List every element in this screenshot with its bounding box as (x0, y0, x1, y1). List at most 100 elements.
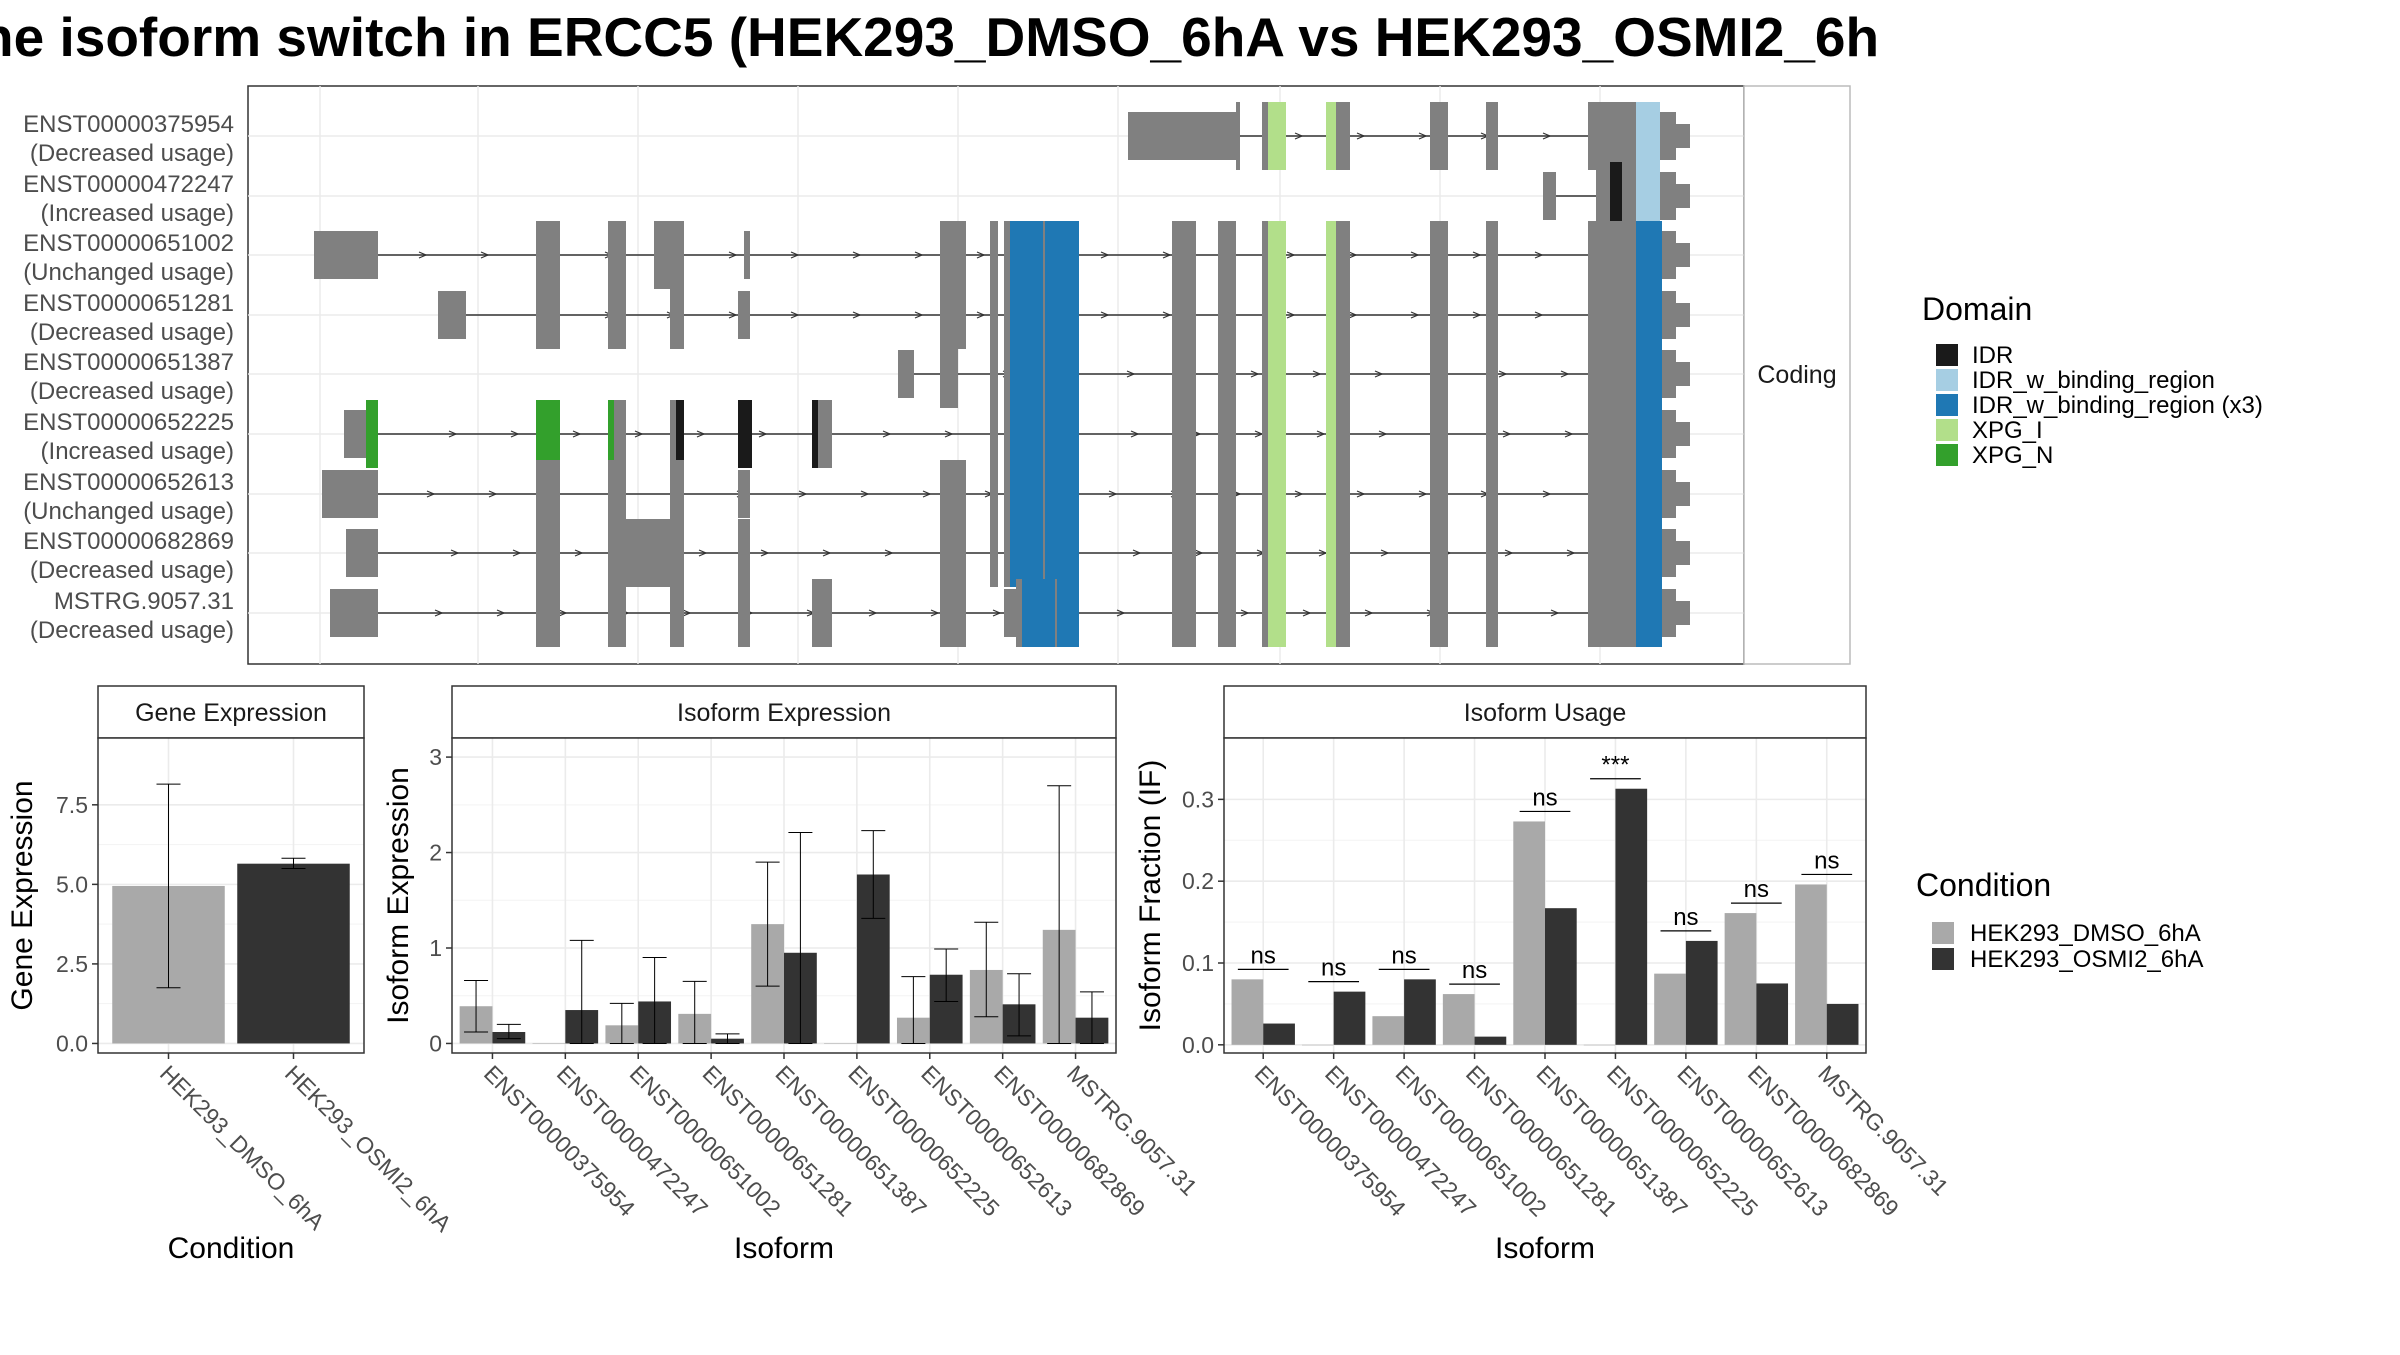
strand-arrow (852, 311, 862, 319)
bar (1583, 1044, 1616, 1046)
domain-legend-swatch (1936, 344, 1958, 366)
exon (990, 400, 998, 468)
utr-tail (1676, 601, 1690, 625)
strand-arrow (976, 311, 986, 319)
domain-legend-label: IDR_w_binding_region (1972, 367, 2215, 394)
utr-tail (1676, 482, 1690, 506)
exon (1172, 400, 1196, 468)
x-axis-title: Condition (168, 1232, 295, 1265)
utr-exon (1662, 470, 1676, 518)
strand-arrow (1100, 311, 1110, 319)
strand-arrow (1364, 609, 1374, 617)
exon (1336, 102, 1350, 170)
exon (646, 519, 684, 587)
strand-arrow (1108, 490, 1118, 498)
condition-legend-label: HEK293_DMSO_6hA (1970, 920, 2201, 947)
exon (608, 221, 626, 289)
y-tick-label: 3 (429, 744, 442, 770)
strand-arrow (1356, 490, 1366, 498)
exon (1336, 340, 1350, 408)
utr-exon (346, 529, 378, 577)
exon (1326, 340, 1336, 408)
exon (1262, 102, 1268, 170)
exon (1004, 400, 1079, 468)
bar (532, 1043, 566, 1044)
y-tick-label: 0.1 (1182, 950, 1214, 976)
transcript-labels: ENST00000375954(Decreased usage)ENST0000… (23, 111, 234, 644)
exon (608, 519, 646, 587)
strand-arrow (510, 430, 520, 438)
transcript-usage-label: (Increased usage) (41, 438, 234, 465)
chart-title: Gene Expression (135, 699, 327, 727)
strand-arrow (1410, 251, 1420, 259)
strand-arrow (496, 609, 506, 617)
exon (1268, 221, 1286, 289)
utr-exon (744, 231, 750, 279)
significance-label: ns (1321, 955, 1346, 982)
bar (1263, 1023, 1295, 1045)
bar (1685, 940, 1718, 1045)
exon (738, 579, 750, 647)
significance-label: ns (1391, 942, 1416, 969)
exon (1218, 460, 1236, 528)
strand-arrow (914, 311, 924, 319)
exon (812, 400, 818, 468)
exon-edge (1004, 340, 1010, 408)
coding-strip-label: Coding (1757, 361, 1836, 389)
exon (1588, 400, 1636, 468)
strand-arrow (572, 430, 582, 438)
bar (1826, 1003, 1859, 1045)
bar (1545, 908, 1577, 1045)
strand-arrow (1286, 251, 1296, 259)
exon (608, 400, 614, 468)
exon (1486, 400, 1498, 468)
strand-arrow (426, 490, 436, 498)
y-tick-label: 2 (429, 840, 442, 866)
strand-arrow (682, 609, 692, 617)
utr-tail (1676, 362, 1690, 386)
strand-arrow (1116, 609, 1126, 617)
exon (1596, 162, 1610, 230)
exon (670, 460, 684, 528)
strand-arrow (1378, 430, 1388, 438)
x-axis-title: Isoform (1495, 1232, 1595, 1265)
exon (1486, 579, 1498, 647)
strand-arrow (1472, 251, 1482, 259)
chart-title: Isoform Expression (677, 699, 891, 727)
exon (990, 281, 998, 349)
exon (1172, 519, 1196, 587)
significance-label: ns (1673, 904, 1698, 931)
transcript-structure-panel: ENST00000375954(Decreased usage)ENST0000… (23, 85, 1851, 665)
exon (940, 519, 966, 587)
strand-arrow (1418, 490, 1428, 498)
exon (1172, 221, 1196, 289)
strand-arrow (860, 490, 870, 498)
condition-legend: Condition HEK293_DMSO_6hAHEK293_OSMI2_6h… (1916, 867, 2203, 973)
exon (940, 460, 966, 528)
strand-arrow (1502, 430, 1512, 438)
exon (1636, 162, 1660, 230)
y-tick-label: 7.5 (56, 792, 88, 818)
exon (1430, 102, 1448, 170)
exon (536, 281, 560, 349)
utr-tail (1676, 541, 1690, 565)
exon (654, 221, 684, 289)
chart-strip (1223, 685, 1867, 739)
exon (1172, 460, 1196, 528)
y-tick-label: 0 (429, 1030, 442, 1056)
domain-legend: Domain IDRIDR_w_binding_regionIDR_w_bind… (1922, 291, 2263, 469)
utr-exon (314, 231, 378, 279)
exon (1262, 579, 1268, 647)
y-tick-label: 5.0 (56, 871, 88, 897)
strand-arrow (698, 549, 708, 557)
transcript-id-label: ENST00000651281 (23, 290, 234, 317)
domain-legend-title: Domain (1922, 291, 2032, 327)
strand-arrow (852, 251, 862, 259)
strand-arrow (884, 549, 894, 557)
bar (824, 1043, 857, 1044)
exon (1486, 221, 1498, 289)
exon (738, 400, 752, 468)
exon (608, 579, 626, 647)
exon (990, 460, 998, 528)
strand-arrow (512, 549, 522, 557)
